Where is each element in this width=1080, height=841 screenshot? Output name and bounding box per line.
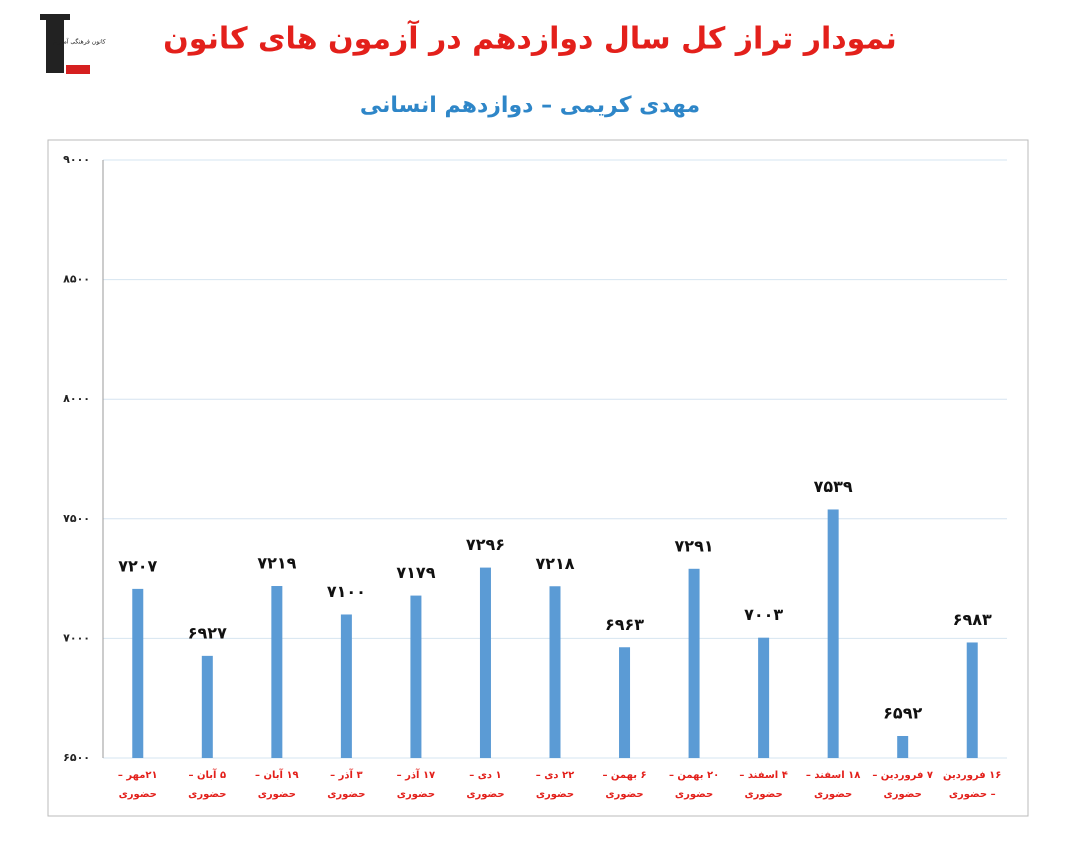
- x-tick-label: ۶ بهمن – حضوری: [602, 770, 647, 800]
- bar: [340, 614, 352, 758]
- value-label: ۶۹۶۳: [605, 615, 644, 634]
- bar: [271, 586, 283, 758]
- value-label: ۷۲۱۹: [257, 554, 296, 573]
- bar: [827, 509, 839, 758]
- x-tick-label: ۵ آبان – حضوری: [188, 770, 227, 800]
- bar: [619, 647, 631, 758]
- logo-badge: [66, 65, 90, 74]
- x-tick-label: ۱۶ فروردین – حضوری: [943, 770, 1002, 800]
- chart-title: نمودار تراز کل سال دوازدهم در آزمون های …: [163, 20, 897, 57]
- x-tick-label: ۱ دی – حضوری: [466, 770, 505, 800]
- value-label: ۷۱۰۰: [327, 582, 366, 601]
- logo-text: کانون فرهنگی آموزش: [50, 37, 105, 46]
- value-label: ۷۲۹۶: [466, 535, 505, 554]
- y-tick-label: ۸۰۰۰: [63, 392, 90, 405]
- value-label: ۷۱۷۹: [396, 563, 435, 582]
- bar: [479, 567, 491, 758]
- logo-figure: [46, 18, 64, 73]
- value-label: ۷۲۰۷: [118, 556, 157, 575]
- chart-frame: [47, 139, 1029, 817]
- x-tick-label: ۱۹ آبان – حضوری: [255, 770, 299, 800]
- bar: [758, 637, 770, 758]
- bar: [897, 735, 909, 758]
- value-label: ۶۵۹۲: [883, 703, 922, 722]
- y-tick-label: ۹۰۰۰: [63, 153, 90, 166]
- x-tick-label: ۱۷ آذر – حضوری: [396, 770, 436, 800]
- bar: [410, 595, 422, 758]
- value-label: ۷۲۹۱: [675, 536, 714, 555]
- chart-subtitle: مهدی کریمی – دوازدهم انسانی: [360, 93, 700, 118]
- bar: [966, 642, 978, 758]
- value-label: ۶۹۲۷: [188, 623, 227, 642]
- x-tick-label: ۷ فروردین – حضوری: [872, 770, 934, 800]
- y-tick-label: ۷۰۰۰: [63, 631, 90, 644]
- value-label: ۶۹۸۳: [953, 610, 992, 629]
- x-tick-label: ۳ آذر – حضوری: [327, 770, 366, 800]
- bar: [201, 655, 213, 758]
- logo-cap: [40, 14, 70, 20]
- bar: [549, 586, 561, 758]
- x-tick-label: ۲۱مهر – حضوری: [117, 770, 158, 800]
- x-tick-label: ۲۲ دی – حضوری: [535, 770, 575, 800]
- bar: [688, 568, 700, 758]
- value-label: ۷۲۱۸: [535, 554, 574, 573]
- bar: [132, 588, 144, 758]
- x-tick-label: ۱۸ اسفند – حضوری: [805, 770, 861, 800]
- y-tick-label: ۶۵۰۰: [63, 751, 90, 764]
- value-label: ۷۵۳۹: [814, 477, 853, 496]
- y-tick-label: ۸۵۰۰: [63, 273, 90, 286]
- value-label: ۷۰۰۳: [744, 605, 783, 624]
- y-tick-label: ۷۵۰۰: [63, 512, 90, 525]
- logo: کانون فرهنگی آموزش: [40, 14, 106, 74]
- x-tick-label: ۲۰ بهمن – حضوری: [668, 770, 720, 800]
- x-tick-label: ۴ اسفند – حضوری: [739, 770, 788, 800]
